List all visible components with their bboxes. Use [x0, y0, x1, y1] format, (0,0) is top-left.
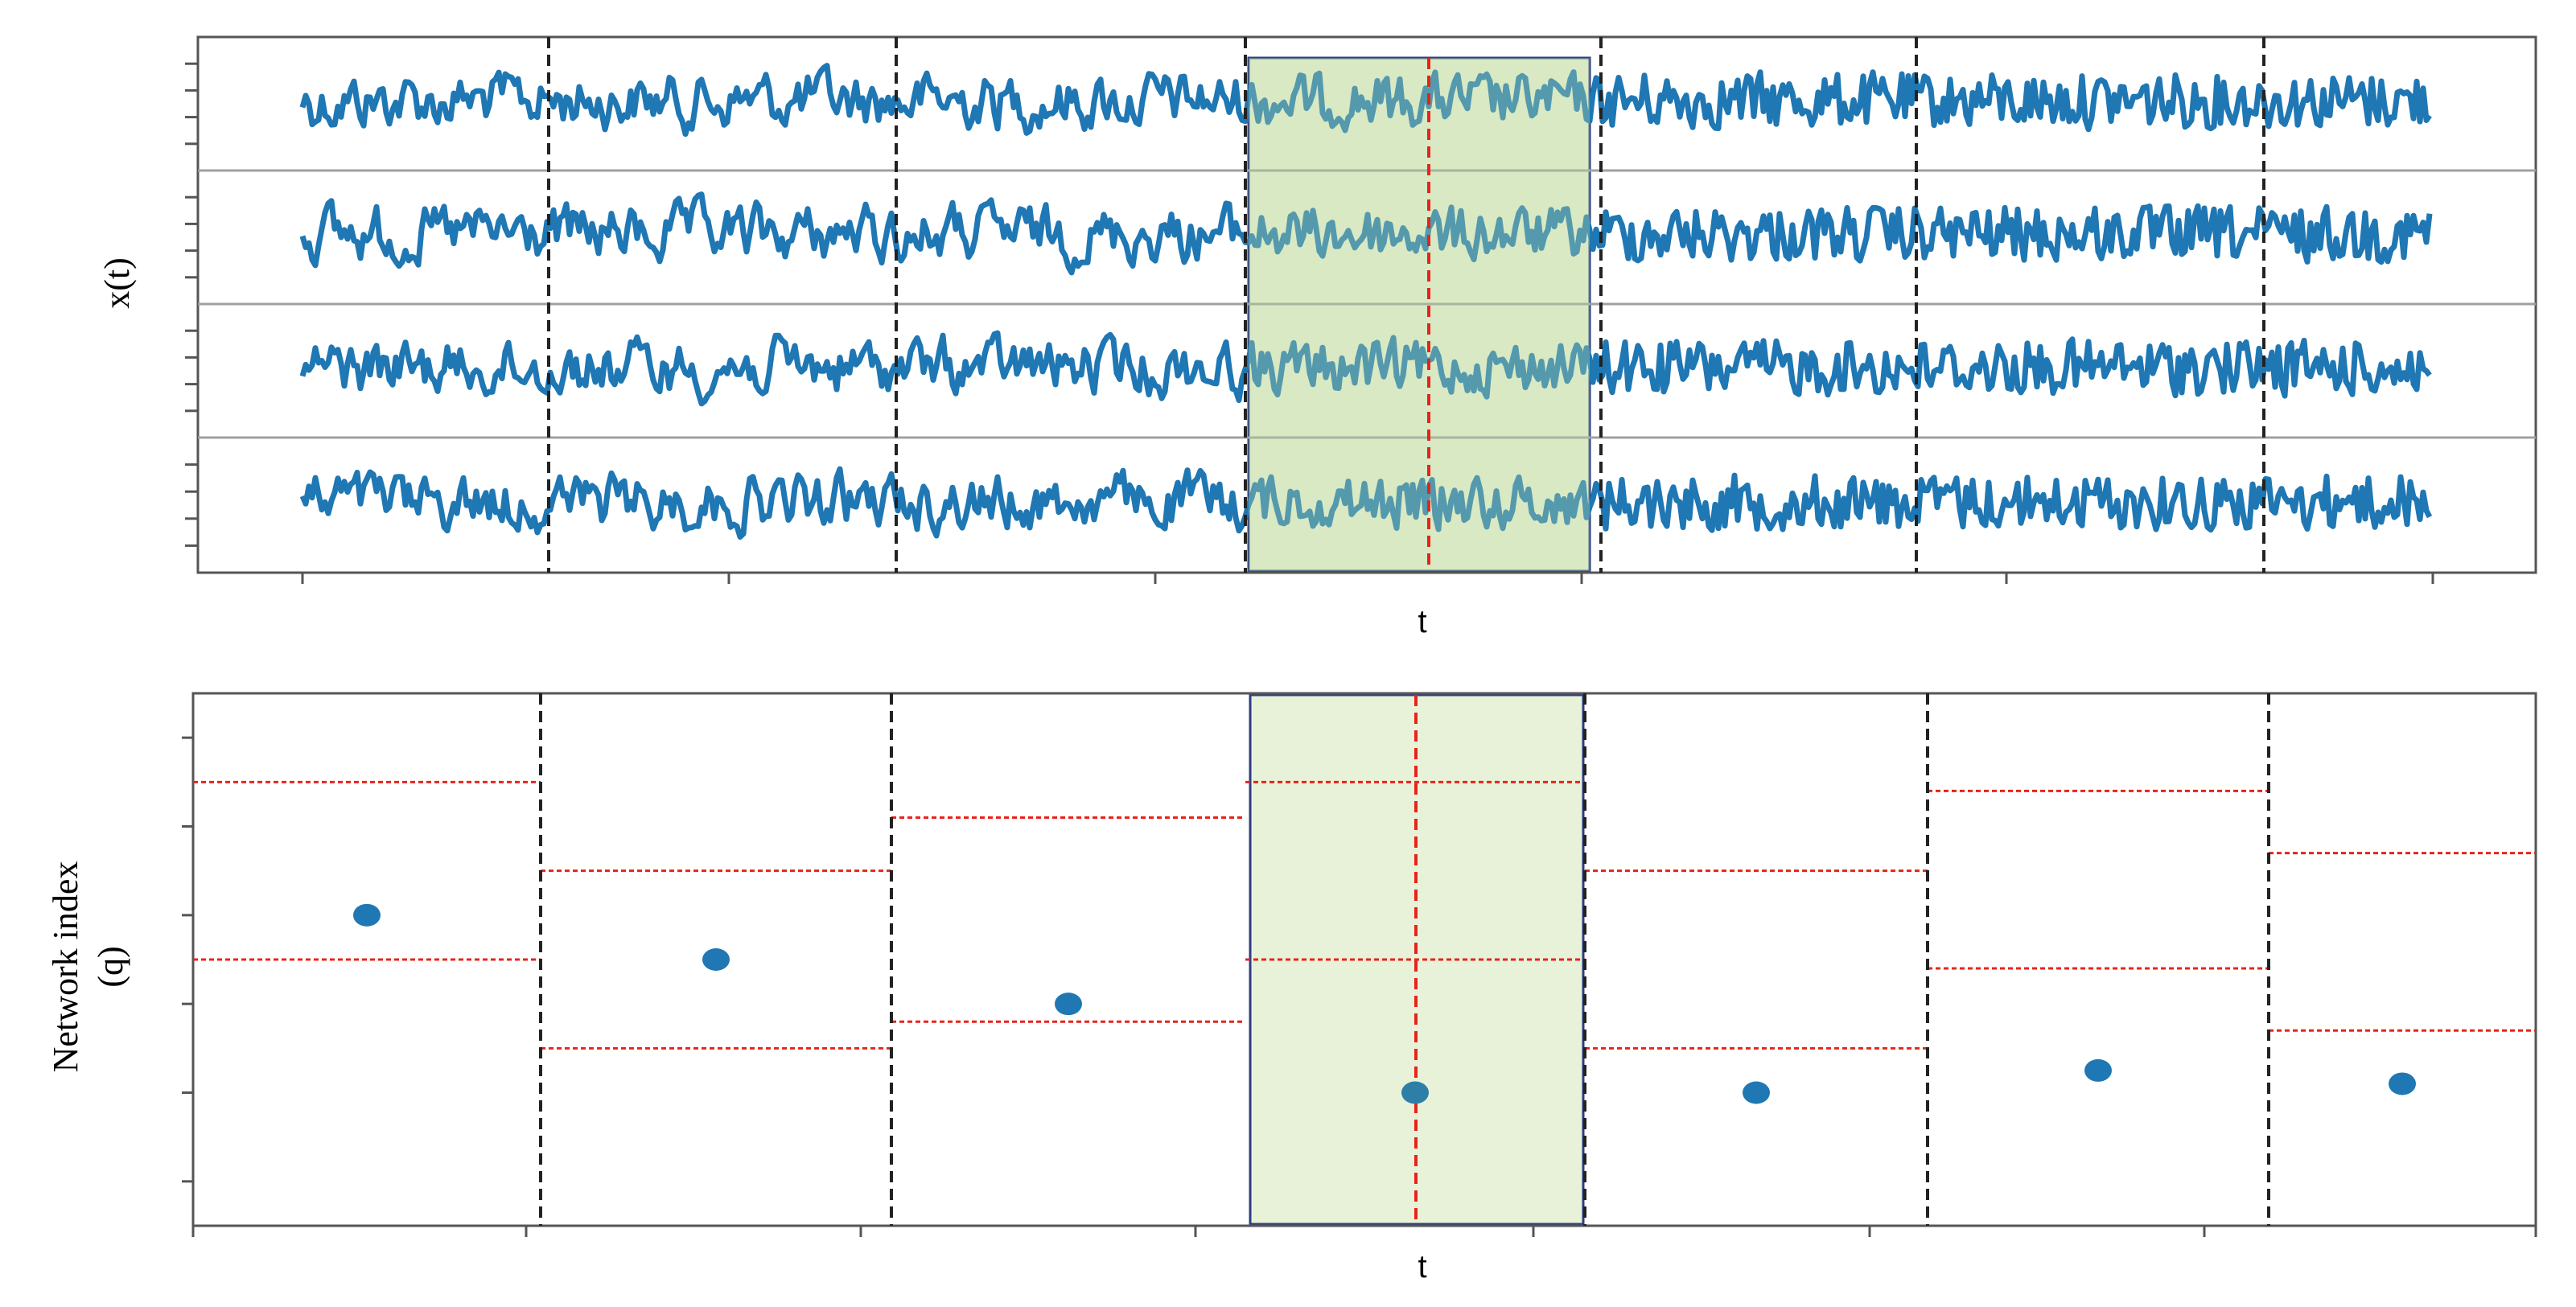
point-segment-1	[353, 903, 381, 927]
top-y-ticks	[185, 62, 198, 547]
point-segment-3	[1055, 993, 1082, 1016]
point-segment-7	[2389, 1072, 2416, 1095]
bottom-x-ticks	[191, 1226, 2537, 1237]
top-segment-boundaries	[547, 37, 2265, 573]
bottom-x-axis-label: t	[1418, 1249, 1426, 1284]
bottom-y-axis-label-line2: (q)	[91, 946, 130, 987]
top-panel-chart: x(t) t	[97, 35, 2537, 639]
point-segment-5	[1743, 1081, 1770, 1104]
bottom-threshold-lines	[193, 780, 2536, 1050]
series-1-line	[299, 63, 2432, 138]
top-highlight-tint	[1249, 58, 1590, 571]
top-y-axis-label: x(t)	[97, 257, 137, 309]
top-x-ticks	[301, 573, 2434, 584]
bottom-points	[353, 903, 2416, 1104]
bottom-y-ticks	[182, 736, 193, 1183]
series-4-line	[299, 466, 2433, 540]
top-x-axis-label: t	[1418, 604, 1426, 639]
series-3-line	[299, 330, 2432, 407]
point-segment-2	[702, 948, 730, 971]
point-segment-6	[2084, 1058, 2112, 1082]
bottom-y-axis-label-line1: Network index	[46, 861, 85, 1073]
bottom-panel-chart: Network index (q) t	[46, 692, 2537, 1284]
top-series-group	[299, 58, 2433, 571]
series-2-line	[299, 191, 2433, 276]
top-series-separators	[198, 169, 2536, 439]
point-segment-4	[1401, 1081, 1429, 1104]
bottom-segment-boundaries	[539, 693, 2270, 1226]
